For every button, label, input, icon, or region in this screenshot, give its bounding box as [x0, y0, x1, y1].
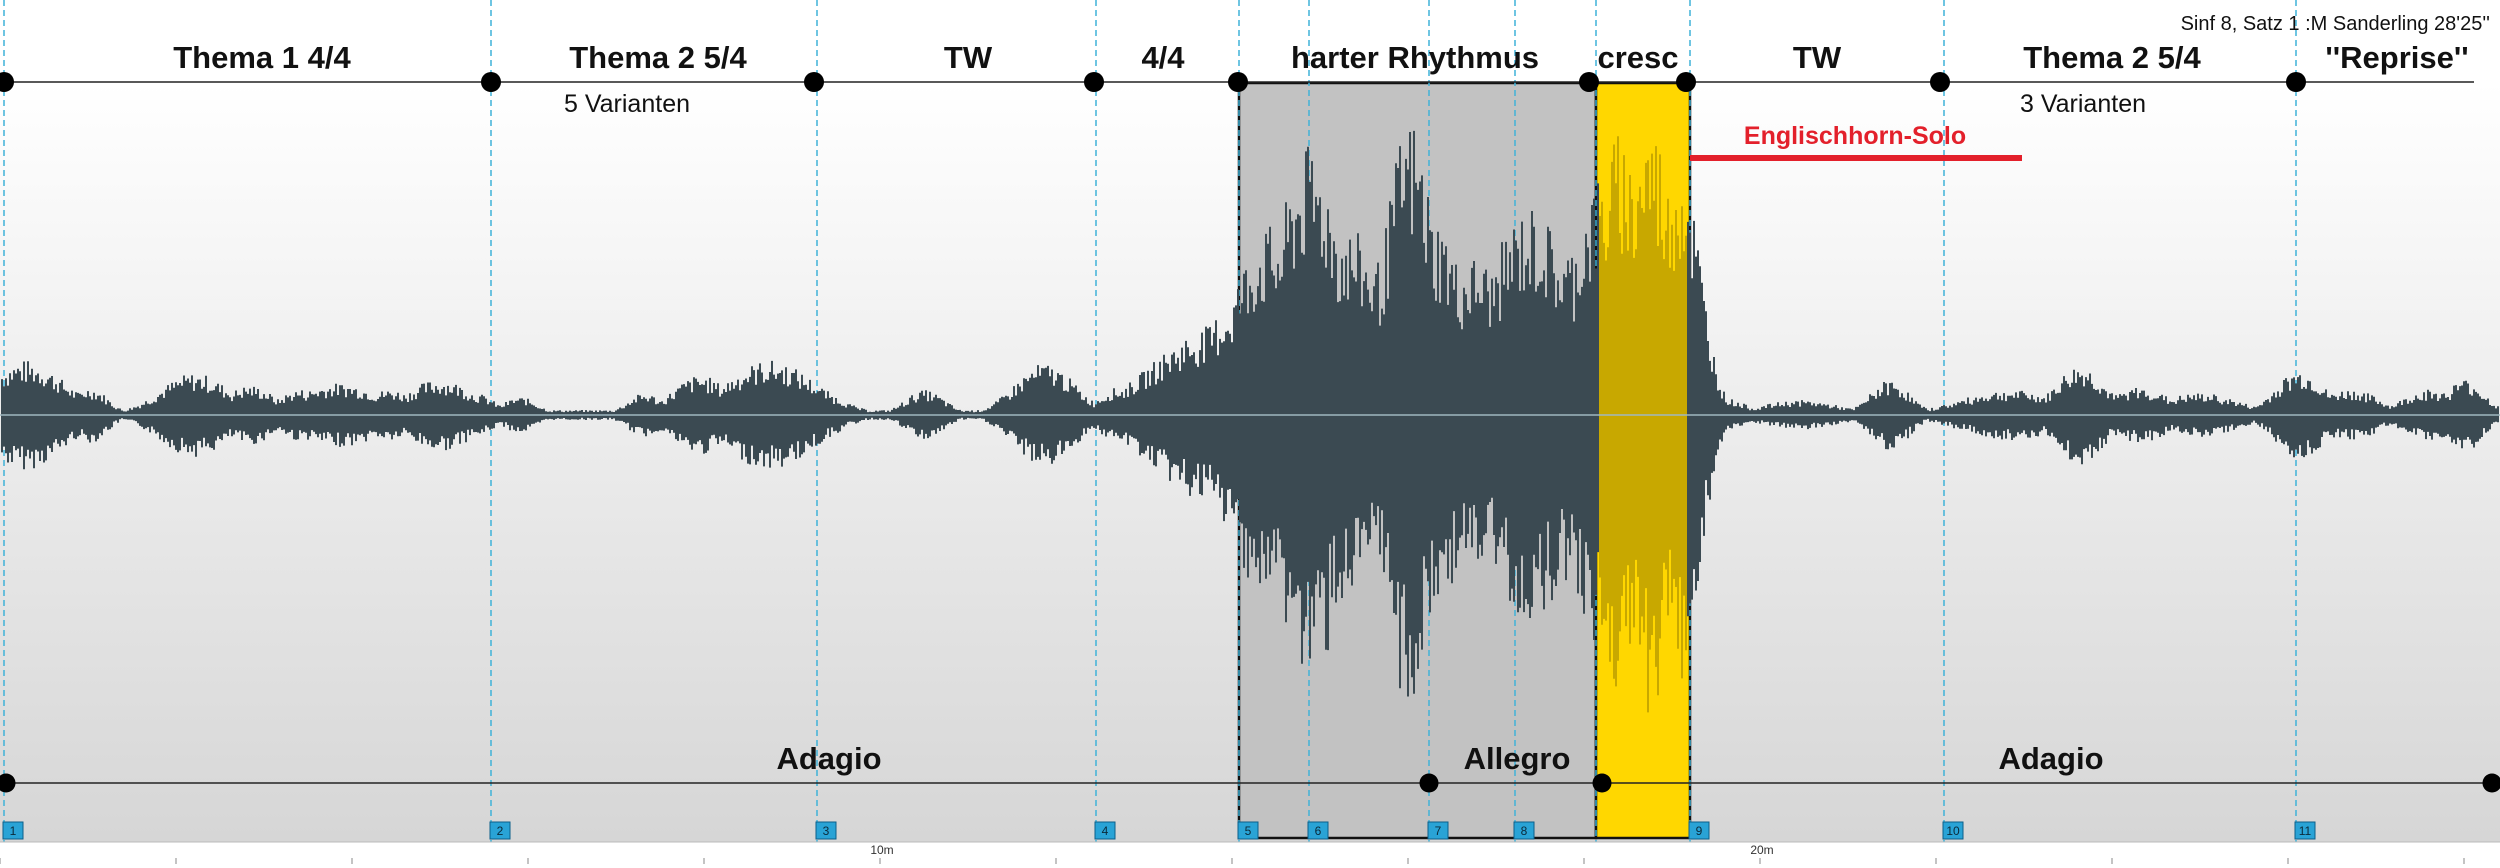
section-boundary-dot[interactable]: [2286, 72, 2306, 92]
tempo-boundary-dot[interactable]: [2482, 773, 2500, 793]
marker-flag[interactable]: 1: [2, 821, 24, 840]
marker-flag-label: 10: [1946, 824, 1960, 838]
marker-flag-label: 1: [10, 824, 17, 838]
section-boundary-dot[interactable]: [1084, 72, 1104, 92]
marker-flag-label: 9: [1696, 824, 1703, 838]
marker-flag[interactable]: 2: [489, 821, 511, 840]
marker-flag-label: 3: [823, 824, 830, 838]
section-label-3: TW: [944, 40, 993, 75]
section-boundary-dot[interactable]: [1676, 72, 1696, 92]
section-label-8: Thema 2 5/4: [2023, 40, 2201, 75]
section-boundary-dot[interactable]: [1228, 72, 1248, 92]
section-boundary-dot[interactable]: [481, 72, 501, 92]
section-label-9: ''Reprise'': [2325, 40, 2468, 75]
marker-flag-label: 8: [1521, 824, 1528, 838]
marker-flag[interactable]: 6: [1307, 821, 1329, 840]
section-boundaries: [0, 72, 2306, 92]
section-label-2: Thema 2 5/4: [569, 40, 747, 75]
tempo-label-2: Allegro: [1464, 741, 1571, 776]
tempo-label-3: Adagio: [1998, 741, 2103, 776]
section-boundary-dot[interactable]: [0, 72, 14, 92]
section-label-1: Thema 1 4/4: [173, 40, 351, 75]
section-boundary-dot[interactable]: [1579, 72, 1599, 92]
tempo-boundaries: [0, 773, 2500, 793]
section-boundary-dot[interactable]: [1930, 72, 1950, 92]
section-label-5: harter Rhythmus: [1291, 40, 1539, 75]
tempo-label-1: Adagio: [776, 741, 881, 776]
marker-flag-label: 11: [2299, 824, 2312, 838]
marker-flag-label: 7: [1435, 824, 1442, 838]
marker-flag-label: 6: [1315, 824, 1322, 838]
time-ruler: 10m 20m: [0, 841, 2500, 868]
waveform-path-highlighted: [1599, 136, 1687, 713]
marker-flag[interactable]: 5: [1237, 821, 1259, 840]
marker-flag[interactable]: 7: [1427, 821, 1449, 840]
marker-flag[interactable]: 9: [1688, 821, 1710, 840]
section-sub-8: 3 Varianten: [2020, 90, 2146, 118]
time-tick-20m: 20m: [1750, 843, 1773, 857]
marker-flag[interactable]: 3: [815, 821, 837, 840]
recording-title: Sinf 8, Satz 1 :M Sanderling 28'25'': [2181, 13, 2490, 35]
section-sub-2: 5 Varianten: [564, 90, 690, 118]
marker-flags: 1 2 3 4 5 6 7 8 9 10 11: [2, 821, 2316, 840]
marker-flag[interactable]: 10: [1942, 821, 1964, 840]
section-label-4: 4/4: [1141, 40, 1185, 75]
tempo-boundary-dot[interactable]: [1592, 773, 1612, 793]
marker-flag[interactable]: 11: [2294, 821, 2316, 840]
marker-flag[interactable]: 8: [1513, 821, 1535, 840]
marker-flag-label: 4: [1102, 824, 1109, 838]
annotation-label: Englischhorn-Solo: [1744, 122, 1966, 150]
marker-flag-label: 2: [497, 824, 504, 838]
marker-flag-label: 5: [1245, 824, 1252, 838]
section-boundary-dot[interactable]: [804, 72, 824, 92]
section-label-7: TW: [1793, 40, 1842, 75]
section-label-6: cresc: [1597, 40, 1678, 75]
marker-flag[interactable]: 4: [1094, 821, 1116, 840]
tempo-boundary-dot[interactable]: [0, 773, 16, 793]
time-tick-10m: 10m: [870, 843, 893, 857]
tempo-boundary-dot[interactable]: [1419, 773, 1439, 793]
